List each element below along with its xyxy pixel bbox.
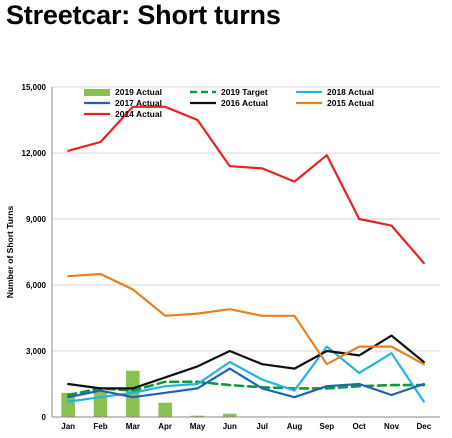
bar-2019-actual-apr [158, 402, 172, 417]
x-tick-label-dec: Dec [416, 422, 431, 431]
y-tick-label-3: 9,000 [26, 215, 47, 224]
series-line-2018-actual [67, 345, 425, 403]
bar-2019-actual-jan [61, 392, 75, 417]
x-tick-label-feb: Feb [93, 422, 107, 431]
legend-2017-actual-label: 2017 Actual [115, 98, 162, 108]
series-line-2015-actual [67, 272, 425, 366]
legend: 2019 Actual 2019 Target 2018 Actual 2017 Ac… [84, 87, 374, 119]
x-tick-label-apr: Apr [158, 422, 172, 431]
y-tick-label-4: 12,000 [22, 149, 47, 158]
y-tick-label-0: 0 [42, 413, 47, 422]
series-line-2014-actual [67, 105, 425, 265]
y-tick-label-5: 15,000 [22, 83, 47, 92]
legend-2019-actual-label: 2019 Actual [115, 87, 162, 97]
x-tick-label-nov: Nov [384, 422, 400, 431]
axes [51, 87, 440, 418]
legend-2019-target-label: 2019 Target [221, 87, 268, 97]
grid-lines [52, 86, 440, 352]
x-tick-label-aug: Aug [287, 422, 303, 431]
legend-2019-actual-swatch [84, 89, 110, 96]
y-axis-label: Number of Short Turns [5, 206, 15, 299]
bar-2019-actual-jun [223, 413, 237, 417]
x-tick-label-oct: Oct [352, 422, 366, 431]
y-tick-label-2: 6,000 [26, 281, 47, 290]
x-tick-label-sep: Sep [319, 422, 334, 431]
page-title: Streetcar: Short turns [6, 0, 281, 30]
series-line-2016-actual [67, 334, 425, 390]
line-series [66, 105, 426, 403]
legend-2014-actual-label: 2014 Actual [115, 109, 162, 119]
y-tick-label-1: 3,000 [26, 347, 47, 356]
x-tick-label-may: May [190, 422, 206, 431]
legend-2015-actual-label: 2015 Actual [327, 98, 374, 108]
legend-2018-actual-label: 2018 Actual [327, 87, 374, 97]
legend-2016-actual-label: 2016 Actual [221, 98, 268, 108]
x-tick-label-mar: Mar [126, 422, 140, 431]
series-line-2017-actual [67, 367, 425, 399]
tick-labels: 0 3,000 6,000 9,000 12,000 15,000 Jan Feb Mar Apr… [22, 83, 432, 431]
x-tick-label-jan: Jan [61, 422, 75, 431]
bar-2019-actual-may [190, 415, 205, 417]
x-tick-label-jul: Jul [256, 422, 268, 431]
x-tick-label-jun: Jun [223, 422, 237, 431]
